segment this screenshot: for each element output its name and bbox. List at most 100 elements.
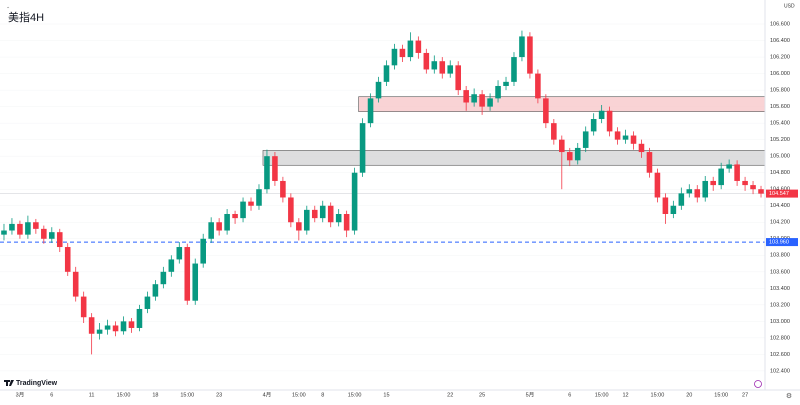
candle-body — [304, 209, 310, 231]
candle-body — [192, 263, 199, 301]
x-tick-label: 6 — [50, 392, 53, 398]
x-tick-label: 27 — [742, 392, 748, 398]
hline-label: 103.960 — [769, 240, 789, 246]
x-tick-label: 15:00 — [714, 392, 728, 398]
candle-body — [335, 213, 342, 223]
candle-body — [582, 131, 589, 148]
y-tick-label: 106.000 — [770, 71, 790, 77]
zone — [262, 150, 766, 166]
candle-body — [495, 85, 501, 99]
candle-body — [184, 247, 191, 301]
candle-body — [112, 325, 119, 332]
candle-body — [399, 48, 406, 58]
candle-body — [455, 65, 461, 91]
x-tick-label: 23 — [216, 392, 222, 398]
candle-body — [72, 271, 79, 297]
candle-body — [702, 180, 709, 198]
candle-body — [104, 325, 111, 330]
candle-body — [128, 321, 135, 328]
brand: TradingView — [16, 380, 58, 387]
candle-body — [208, 222, 214, 239]
candle-body — [407, 40, 414, 58]
candle-body — [606, 110, 613, 132]
x-tick-label: 15 — [383, 392, 389, 398]
candle-body — [638, 143, 645, 153]
candle-body — [264, 156, 270, 190]
candle-body — [630, 135, 637, 144]
candle-body — [176, 247, 183, 260]
y-tick-label: 103.800 — [770, 253, 790, 259]
y-tick-label: 105.800 — [770, 88, 790, 94]
candle-body — [144, 296, 151, 309]
x-tick-label: 15:00 — [651, 392, 665, 398]
candle-body — [758, 189, 764, 194]
candle-body — [535, 73, 541, 99]
x-tick-label: 15:00 — [117, 392, 131, 398]
y-tick-label: 106.600 — [770, 21, 790, 27]
candle-body — [49, 232, 55, 239]
candle-body — [248, 201, 254, 206]
candle-body — [686, 189, 693, 194]
x-tick-label: 6 — [568, 392, 571, 398]
candle-body — [280, 180, 286, 198]
candle-body — [256, 189, 262, 206]
candle-body — [319, 205, 326, 219]
y-tick-label: 103.200 — [770, 302, 790, 308]
y-tick-label: 105.600 — [770, 104, 790, 110]
x-tick-label: 11 — [89, 392, 95, 398]
candle-body — [367, 98, 374, 124]
candle-body — [375, 81, 382, 99]
candle-body — [479, 94, 485, 107]
x-tick-label: 20 — [686, 392, 692, 398]
candle-body — [120, 321, 127, 332]
candle-body — [391, 48, 398, 66]
y-tick-label: 103.400 — [770, 286, 790, 292]
candle-body — [272, 156, 278, 181]
candle-body — [447, 65, 454, 74]
candle-body — [96, 329, 103, 334]
candle-body — [383, 65, 390, 82]
x-tick-label: 18 — [152, 392, 158, 398]
candle-body — [487, 98, 493, 107]
candle-body — [423, 52, 430, 70]
candle-body — [17, 223, 23, 235]
x-tick-label: 22 — [447, 392, 453, 398]
y-tick-label: 105.200 — [770, 137, 790, 143]
x-tick-label: 15:00 — [348, 392, 362, 398]
x-tick-label: 4月 — [263, 391, 272, 398]
candle-body — [694, 189, 701, 198]
candle-body — [726, 164, 732, 169]
candle-body — [551, 123, 557, 140]
y-tick-label: 104.200 — [770, 220, 790, 226]
y-tick-label: 104.800 — [770, 170, 790, 176]
candle-body — [431, 61, 438, 70]
settings-icon[interactable]: ⚙ — [786, 392, 792, 400]
indicator-icon[interactable] — [754, 380, 762, 388]
candle-body — [351, 172, 358, 231]
candle-body — [343, 213, 350, 231]
candle-body — [710, 180, 716, 186]
candle-body — [662, 197, 669, 214]
y-tick-label: 103.000 — [770, 319, 790, 325]
candle-body — [41, 228, 47, 239]
candle-body — [88, 317, 95, 334]
candle-body — [527, 36, 533, 74]
collapse-icon[interactable]: ⌃ — [6, 6, 10, 12]
candle-body — [622, 135, 629, 140]
candle-body — [511, 57, 517, 82]
x-tick-label: 25 — [479, 392, 485, 398]
candle-body — [296, 222, 302, 231]
candle-body — [359, 123, 366, 173]
candle-body — [463, 90, 469, 103]
candle-body — [56, 232, 63, 248]
x-tick-label: 8 — [321, 392, 324, 398]
chart-title: 美指4H — [8, 10, 44, 24]
candle-body — [574, 147, 581, 161]
currency: USD — [784, 3, 795, 9]
y-tick-label: 106.400 — [770, 38, 790, 44]
candle-body — [750, 185, 756, 190]
y-tick-label: 102.400 — [770, 368, 790, 374]
candle-body — [718, 168, 724, 186]
candle-body — [543, 98, 549, 124]
candle-body — [33, 222, 39, 229]
